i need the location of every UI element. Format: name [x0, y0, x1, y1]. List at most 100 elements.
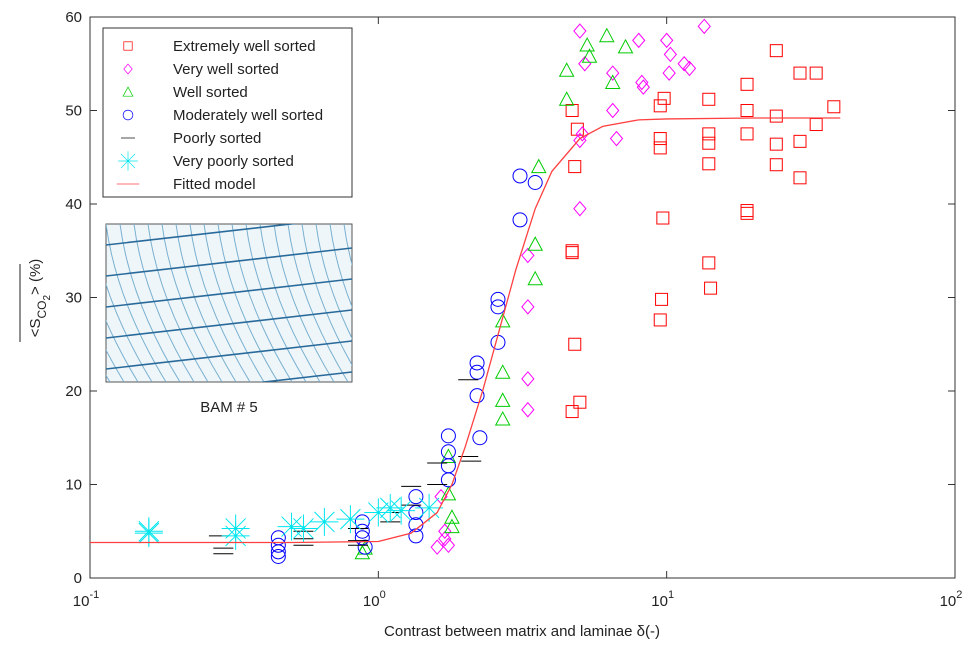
- circle-marker: [440, 472, 456, 488]
- triangle-marker: [440, 448, 457, 463]
- inset-label: BAM # 5: [200, 399, 258, 416]
- inset-arc: [315, 224, 352, 340]
- inset-lamina: [106, 278, 352, 308]
- inset-arc: [329, 224, 352, 308]
- y-label-post: > (%): [27, 259, 44, 295]
- diamond-marker: [632, 32, 646, 49]
- triangle-marker: [581, 48, 598, 63]
- x-tick-label: 100: [363, 589, 386, 610]
- square-marker: [568, 160, 582, 174]
- square-marker: [565, 405, 579, 419]
- inset-arc: [259, 224, 321, 382]
- inset-lamina: [106, 309, 352, 339]
- circle-marker: [527, 174, 543, 190]
- circle-marker: [490, 299, 506, 315]
- y-label-pre: <S: [27, 319, 44, 338]
- circle-marker: [270, 537, 286, 553]
- square-marker: [657, 91, 671, 105]
- inset-arc: [106, 282, 153, 382]
- triangle-marker: [579, 36, 596, 52]
- diamond-marker: [606, 65, 620, 81]
- inset-arc: [301, 224, 352, 366]
- x-tick-base: 10: [363, 593, 380, 610]
- square-marker: [740, 206, 754, 220]
- square-marker: [653, 313, 667, 327]
- star-marker: [289, 514, 318, 543]
- diamond-marker: [636, 79, 650, 95]
- square-marker: [123, 41, 133, 51]
- square-marker: [793, 171, 807, 185]
- inset-arc: [203, 224, 265, 382]
- legend-label: Well sorted: [173, 84, 248, 101]
- square-marker: [769, 158, 783, 172]
- diamond-marker: [438, 530, 452, 547]
- diamond-marker: [573, 132, 587, 149]
- square-marker: [655, 292, 669, 306]
- square-marker: [653, 99, 667, 113]
- circle-marker: [354, 523, 370, 539]
- triangle-marker: [354, 544, 371, 560]
- inset-lamina: [106, 247, 352, 277]
- y-axis-label: <SCO2> (%): [19, 259, 53, 342]
- diamond-marker: [609, 130, 624, 147]
- inset-arc: [189, 224, 251, 382]
- triangle-marker: [604, 74, 621, 89]
- triangle-marker: [494, 392, 511, 407]
- diamond-marker: [123, 63, 133, 75]
- y-tick-label: 10: [65, 477, 82, 494]
- x-tick-exponent: 2: [956, 589, 962, 601]
- x-tick-exponent: 0: [380, 589, 386, 601]
- legend-label: Extremely well sorted: [173, 38, 316, 55]
- x-tick-label: 10-1: [73, 589, 99, 610]
- circle-marker: [490, 291, 506, 307]
- diamond-marker: [441, 537, 456, 554]
- diamond-marker: [677, 55, 691, 72]
- circle-marker: [122, 109, 134, 121]
- inset: BAM # 5: [105, 223, 353, 416]
- y-tick-label: 50: [65, 103, 82, 120]
- x-tick-exponent: 1: [668, 589, 674, 601]
- y-label-sub: CO: [35, 301, 49, 319]
- circle-marker: [440, 428, 456, 444]
- triangle-marker: [527, 270, 544, 286]
- x-tick-base: 10: [73, 593, 90, 610]
- square-marker: [769, 109, 783, 123]
- diamond-marker: [697, 18, 711, 35]
- square-marker: [809, 66, 823, 80]
- diamond-marker: [575, 126, 590, 142]
- square-marker: [702, 92, 716, 106]
- triangle-marker: [527, 236, 544, 251]
- diamond-marker: [635, 74, 649, 91]
- inset-arc: [106, 224, 167, 382]
- diamond-marker: [663, 46, 678, 63]
- circle-marker: [270, 548, 286, 564]
- square-marker: [568, 337, 582, 351]
- diamond-marker: [521, 299, 535, 315]
- square-marker: [653, 132, 667, 146]
- diamond-marker: [682, 60, 697, 77]
- inset-arc: [175, 224, 237, 382]
- inset-arc: [245, 224, 307, 382]
- fitted-line: [90, 117, 841, 544]
- square-marker: [704, 281, 718, 295]
- star-marker: [387, 496, 416, 525]
- legend-box: [102, 27, 353, 198]
- y-label-text: <SCO2> (%): [27, 259, 53, 338]
- star-marker: [221, 521, 250, 550]
- square-marker: [573, 395, 587, 409]
- x-tick-label: 101: [651, 589, 674, 610]
- triangle-marker: [530, 158, 547, 174]
- square-marker: [653, 141, 667, 155]
- inset-arc: [106, 349, 125, 382]
- star-marker: [415, 493, 444, 522]
- star-marker: [310, 507, 339, 536]
- triangle-marker: [558, 91, 575, 106]
- legend-label: Moderately well sorted: [173, 107, 323, 124]
- star-marker: [376, 493, 405, 522]
- diamond-marker: [521, 247, 535, 264]
- triangle-marker: [494, 364, 511, 379]
- x-tick-base: 10: [651, 593, 668, 610]
- inset-arc: [106, 319, 139, 382]
